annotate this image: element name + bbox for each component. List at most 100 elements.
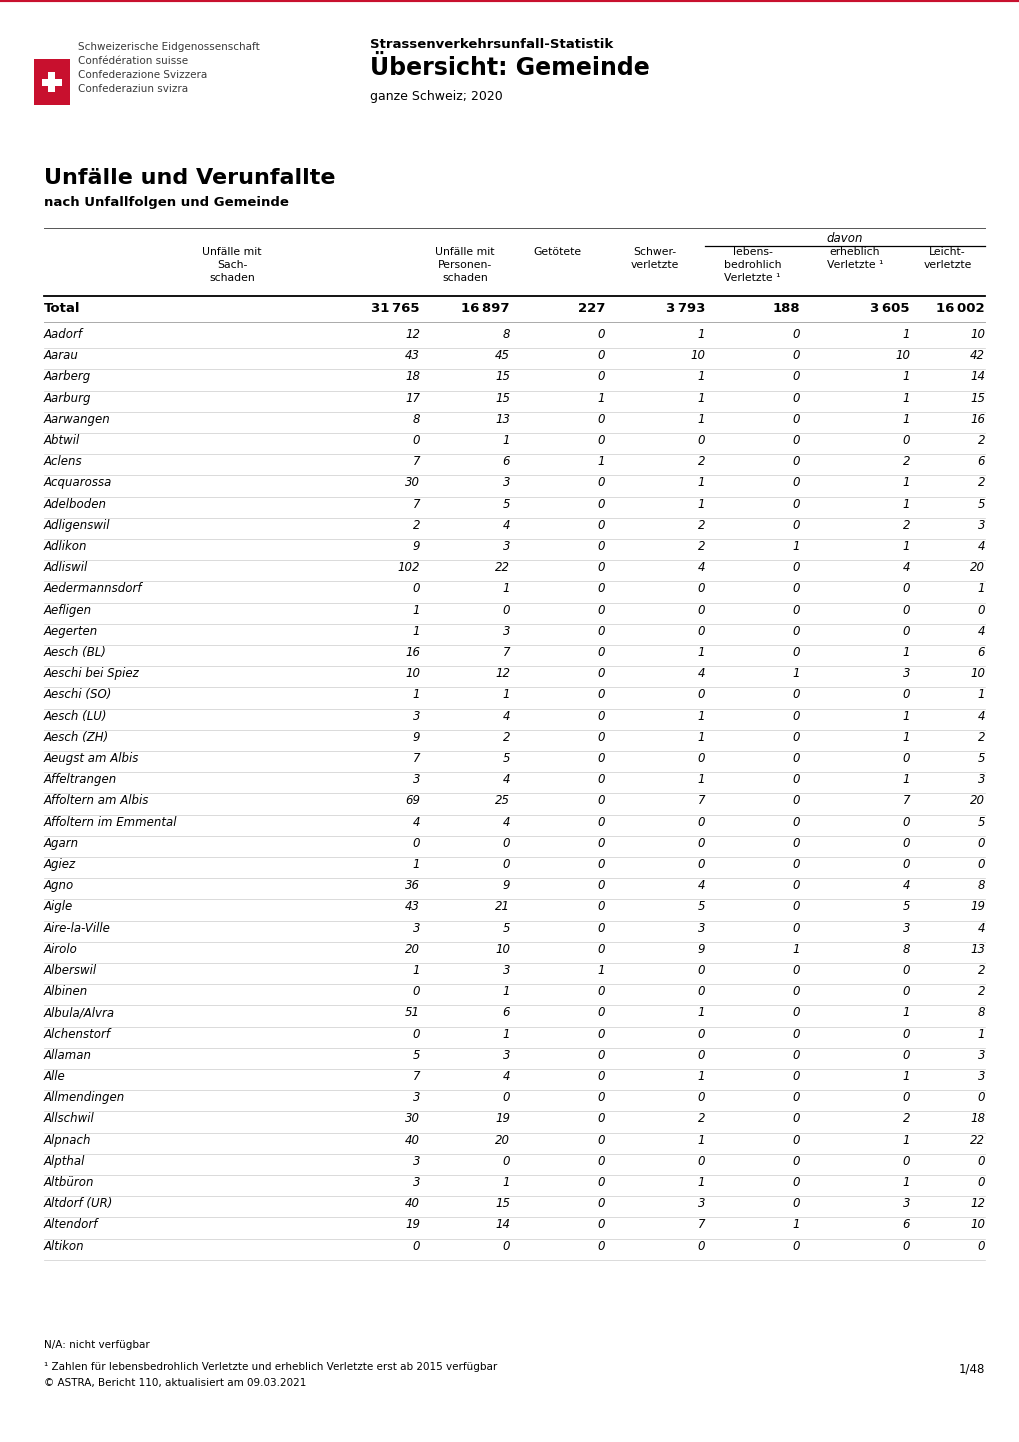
Text: 3 605: 3 605 (869, 301, 909, 314)
Text: 1: 1 (902, 1070, 909, 1083)
Text: 0: 0 (792, 709, 799, 722)
Text: 8: 8 (902, 943, 909, 956)
Text: 0: 0 (597, 519, 604, 532)
Text: 0: 0 (792, 583, 799, 596)
Text: Agno: Agno (44, 880, 74, 893)
Text: 1: 1 (976, 583, 984, 596)
Text: 0: 0 (697, 965, 704, 978)
Text: 0: 0 (597, 1007, 604, 1019)
Text: 4: 4 (502, 773, 510, 786)
Text: Aclens: Aclens (44, 456, 83, 469)
Text: 0: 0 (976, 858, 984, 871)
Text: 0: 0 (597, 624, 604, 637)
Bar (49, 72, 55, 92)
Text: 0: 0 (597, 880, 604, 893)
Text: lebens-: lebens- (732, 247, 771, 257)
Text: 1: 1 (792, 668, 799, 681)
Text: Aeschi (SO): Aeschi (SO) (44, 688, 112, 701)
Text: 9: 9 (502, 880, 510, 893)
Text: 4: 4 (976, 709, 984, 722)
Text: 2: 2 (902, 456, 909, 469)
Text: 20: 20 (405, 943, 420, 956)
Text: 4: 4 (697, 668, 704, 681)
Text: 3: 3 (902, 921, 909, 934)
Text: 19: 19 (405, 1218, 420, 1231)
Text: 0: 0 (597, 1112, 604, 1125)
Text: 0: 0 (502, 836, 510, 849)
Text: 13: 13 (969, 943, 984, 956)
Text: 43: 43 (405, 349, 420, 362)
Text: 0: 0 (697, 836, 704, 849)
Text: Aarau: Aarau (44, 349, 78, 362)
Text: 0: 0 (412, 836, 420, 849)
Text: Aarberg: Aarberg (44, 371, 91, 384)
Text: 1: 1 (902, 497, 909, 510)
Text: 0: 0 (976, 1177, 984, 1190)
Text: Acquarossa: Acquarossa (44, 476, 112, 489)
Text: 0: 0 (502, 1240, 510, 1253)
Text: 5: 5 (902, 900, 909, 913)
Text: 15: 15 (494, 1197, 510, 1210)
Text: 1: 1 (976, 1028, 984, 1041)
Text: 0: 0 (597, 773, 604, 786)
Text: 0: 0 (597, 709, 604, 722)
Text: 0: 0 (792, 1197, 799, 1210)
Text: 43: 43 (405, 900, 420, 913)
Text: 30: 30 (405, 476, 420, 489)
Text: Confederaziun svizra: Confederaziun svizra (77, 84, 187, 94)
Text: 0: 0 (902, 583, 909, 596)
Text: Altbüron: Altbüron (44, 1177, 95, 1190)
Text: 0: 0 (502, 858, 510, 871)
Text: 2: 2 (697, 1112, 704, 1125)
Text: 10: 10 (969, 1218, 984, 1231)
Text: 2: 2 (697, 456, 704, 469)
Text: 9: 9 (412, 731, 420, 744)
Text: 36: 36 (405, 880, 420, 893)
Text: 8: 8 (502, 327, 510, 340)
Text: 0: 0 (597, 816, 604, 829)
Text: Allaman: Allaman (44, 1048, 92, 1061)
Text: Strassenverkehrsunfall-Statistik: Strassenverkehrsunfall-Statistik (370, 37, 612, 50)
Text: Abtwil: Abtwil (44, 434, 81, 447)
Text: 4: 4 (976, 921, 984, 934)
Text: 0: 0 (502, 1155, 510, 1168)
Text: 3: 3 (976, 773, 984, 786)
Text: 1: 1 (902, 371, 909, 384)
Text: 10: 10 (969, 327, 984, 340)
Text: 0: 0 (792, 900, 799, 913)
Text: 0: 0 (792, 836, 799, 849)
Text: Albinen: Albinen (44, 985, 89, 998)
Text: 0: 0 (597, 1048, 604, 1061)
Text: Personen-: Personen- (437, 260, 491, 270)
Text: 0: 0 (597, 371, 604, 384)
Text: Alberswil: Alberswil (44, 965, 97, 978)
Text: Altikon: Altikon (44, 1240, 85, 1253)
Text: 8: 8 (412, 412, 420, 425)
Text: nach Unfallfolgen und Gemeinde: nach Unfallfolgen und Gemeinde (44, 196, 288, 209)
Text: 3: 3 (976, 519, 984, 532)
Text: Aire-la-Ville: Aire-la-Ville (44, 921, 111, 934)
Text: 1: 1 (697, 1070, 704, 1083)
Text: 4: 4 (697, 561, 704, 574)
Text: 3: 3 (412, 709, 420, 722)
Text: verletzte: verletzte (630, 260, 679, 270)
Text: Agarn: Agarn (44, 836, 79, 849)
Text: Affeltrangen: Affeltrangen (44, 773, 117, 786)
Text: 0: 0 (976, 1155, 984, 1168)
Text: Aeschi bei Spiez: Aeschi bei Spiez (44, 668, 140, 681)
Text: 0: 0 (597, 583, 604, 596)
Text: 0: 0 (902, 1092, 909, 1105)
Text: 1: 1 (697, 1007, 704, 1019)
Text: 20: 20 (969, 795, 984, 808)
Text: 3: 3 (976, 1070, 984, 1083)
Text: 6: 6 (976, 456, 984, 469)
Text: 5: 5 (697, 900, 704, 913)
Text: 10: 10 (689, 349, 704, 362)
Text: 10: 10 (969, 668, 984, 681)
Text: 0: 0 (792, 1028, 799, 1041)
Text: 0: 0 (597, 1155, 604, 1168)
Text: Schweizerische Eidgenossenschaft: Schweizerische Eidgenossenschaft (77, 42, 260, 52)
Text: 0: 0 (412, 1240, 420, 1253)
Text: 0: 0 (597, 1133, 604, 1146)
Text: 30: 30 (405, 1112, 420, 1125)
